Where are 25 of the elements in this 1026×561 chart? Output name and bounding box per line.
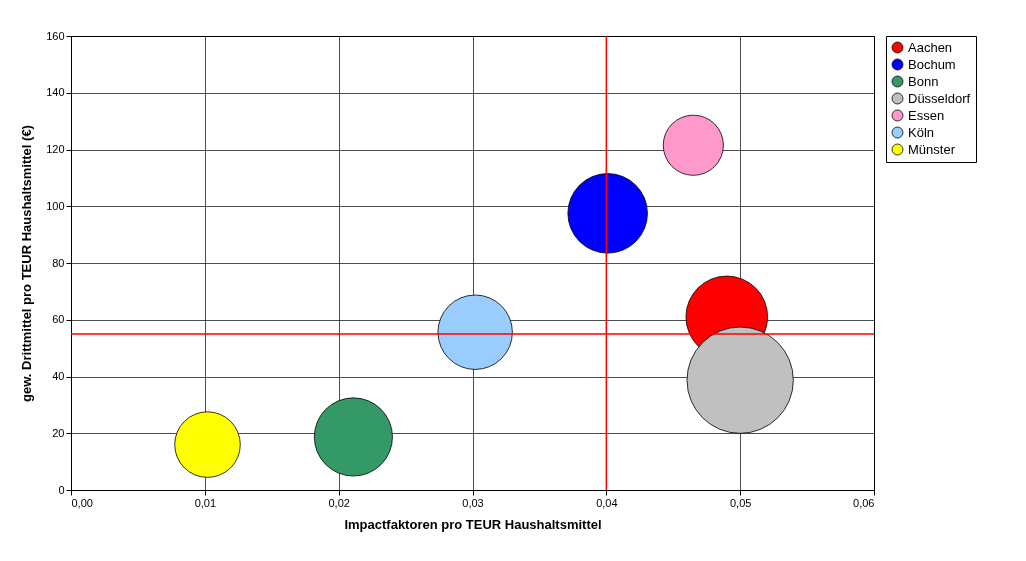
y-tick-label: 60 <box>52 313 65 326</box>
x-tick-label: 0,00 <box>71 496 93 509</box>
y-tick-label: 80 <box>52 256 65 269</box>
y-tick-label: 20 <box>52 426 65 439</box>
legend-label: Köln <box>908 124 935 140</box>
y-axis-title: gew. Drittmittel pro TEUR Haushaltsmittel (€) <box>19 125 35 402</box>
x-tick-label: 0,04 <box>596 496 618 509</box>
legend-label: Bonn <box>908 73 939 89</box>
x-tick-label: 0,06 <box>853 496 875 509</box>
legend-label: Aachen <box>908 39 953 55</box>
y-tick-label: 40 <box>52 370 65 382</box>
x-axis-title: Impactfaktoren pro TEUR Haushaltsmittel <box>344 516 602 532</box>
y-tick-label: 0 <box>58 483 65 496</box>
y-tick-label: 120 <box>46 143 65 155</box>
legend-label: Düsseldorf <box>908 90 971 106</box>
x-tick-label: 0,02 <box>328 496 350 509</box>
y-tick-label: 140 <box>46 86 65 99</box>
y-tick-label: 100 <box>46 199 65 212</box>
x-tick-label: 0,03 <box>462 496 484 509</box>
x-tick-label: 0,05 <box>729 496 752 509</box>
legend-label: Essen <box>908 107 945 123</box>
x-tick-label: 0,01 <box>194 496 217 509</box>
y-tick-label: 160 <box>46 29 65 42</box>
legend-label: Münster <box>908 141 956 157</box>
legend-label: Bochum <box>908 56 956 72</box>
